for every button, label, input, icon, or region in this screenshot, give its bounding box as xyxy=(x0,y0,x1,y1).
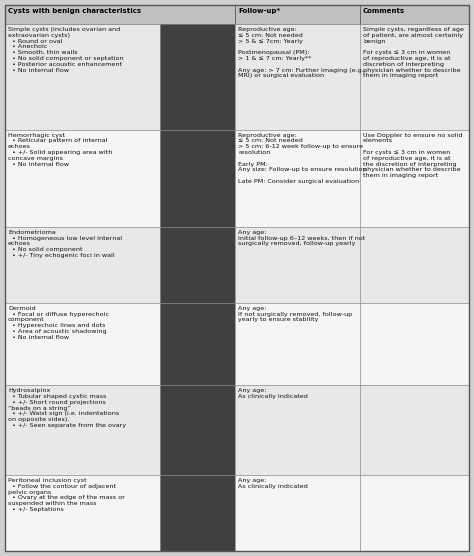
Text: Cysts with benign characteristics: Cysts with benign characteristics xyxy=(8,8,141,14)
Text: Hemorrhagic cyst
  • Reticular pattern of internal
echoes
  • +/- Solid appearin: Hemorrhagic cyst • Reticular pattern of … xyxy=(8,133,112,167)
Bar xyxy=(360,303,469,385)
Text: Comments: Comments xyxy=(363,8,405,14)
Bar xyxy=(235,24,360,130)
Text: Any age:
If not surgically removed, follow-up
yearly to ensure stability: Any age: If not surgically removed, foll… xyxy=(238,306,352,322)
Text: Hydrosalpinx
  • Tubular shaped cystic mass
  • +/- Short round projections
“bea: Hydrosalpinx • Tubular shaped cystic mas… xyxy=(8,388,126,428)
Text: Any age:
As clinically indicated: Any age: As clinically indicated xyxy=(238,478,308,489)
Text: Any age:
As clinically indicated: Any age: As clinically indicated xyxy=(238,388,308,399)
Bar xyxy=(360,24,469,130)
Bar xyxy=(235,5,360,24)
Text: Any age:
Initial follow-up 6–12 weeks, then if not
surgically removed, follow-up: Any age: Initial follow-up 6–12 weeks, t… xyxy=(238,230,365,246)
Bar xyxy=(160,130,235,227)
Text: Follow-up*: Follow-up* xyxy=(238,8,280,14)
Bar xyxy=(160,475,235,551)
Bar xyxy=(360,385,469,475)
Bar xyxy=(235,227,360,303)
Text: Endometrioma
  • Homogeneous low level internal
echoes
  • No solid component
  : Endometrioma • Homogeneous low level int… xyxy=(8,230,122,258)
Bar xyxy=(5,385,160,475)
Bar xyxy=(235,130,360,227)
Text: Peritoneal inclusion cyst
  • Follow the contour of adjacent
pelvic organs
  • O: Peritoneal inclusion cyst • Follow the c… xyxy=(8,478,125,512)
Bar xyxy=(360,5,469,24)
Bar xyxy=(5,475,160,551)
Bar xyxy=(360,130,469,227)
Bar xyxy=(5,5,235,24)
Bar xyxy=(360,227,469,303)
Bar xyxy=(160,227,235,303)
Text: Use Doppler to ensure no solid
elements

For cysts ≤ 3 cm in women
of reproducti: Use Doppler to ensure no solid elements … xyxy=(363,133,463,178)
Bar xyxy=(235,475,360,551)
Bar xyxy=(5,130,160,227)
Text: Reproductive age:
≤ 5 cm: Not needed
> 5 & ≤ 7cm: Yearly

Postmenopausal (PM):
>: Reproductive age: ≤ 5 cm: Not needed > 5… xyxy=(238,27,366,78)
Text: Simple cysts, regardless of age
of patient, are almost certainly
benign

For cys: Simple cysts, regardless of age of patie… xyxy=(363,27,464,78)
Bar xyxy=(235,385,360,475)
Bar xyxy=(160,385,235,475)
Bar xyxy=(160,303,235,385)
Bar xyxy=(5,24,160,130)
Text: Reproductive age:
≤ 5 cm: Not needed
> 5 cm: 6-12 week follow-up to ensure
resol: Reproductive age: ≤ 5 cm: Not needed > 5… xyxy=(238,133,367,184)
Bar xyxy=(160,24,235,130)
Bar xyxy=(235,303,360,385)
Bar xyxy=(5,303,160,385)
Text: Dermoid
  • Focal or diffuse hyperechoic
component
  • Hyperechoic lines and dot: Dermoid • Focal or diffuse hyperechoic c… xyxy=(8,306,109,340)
Text: Simple cysts (includes ovarian and
extraovarian cysts)
  • Round or oval
  • Ane: Simple cysts (includes ovarian and extra… xyxy=(8,27,124,73)
Bar xyxy=(360,475,469,551)
Bar xyxy=(5,227,160,303)
